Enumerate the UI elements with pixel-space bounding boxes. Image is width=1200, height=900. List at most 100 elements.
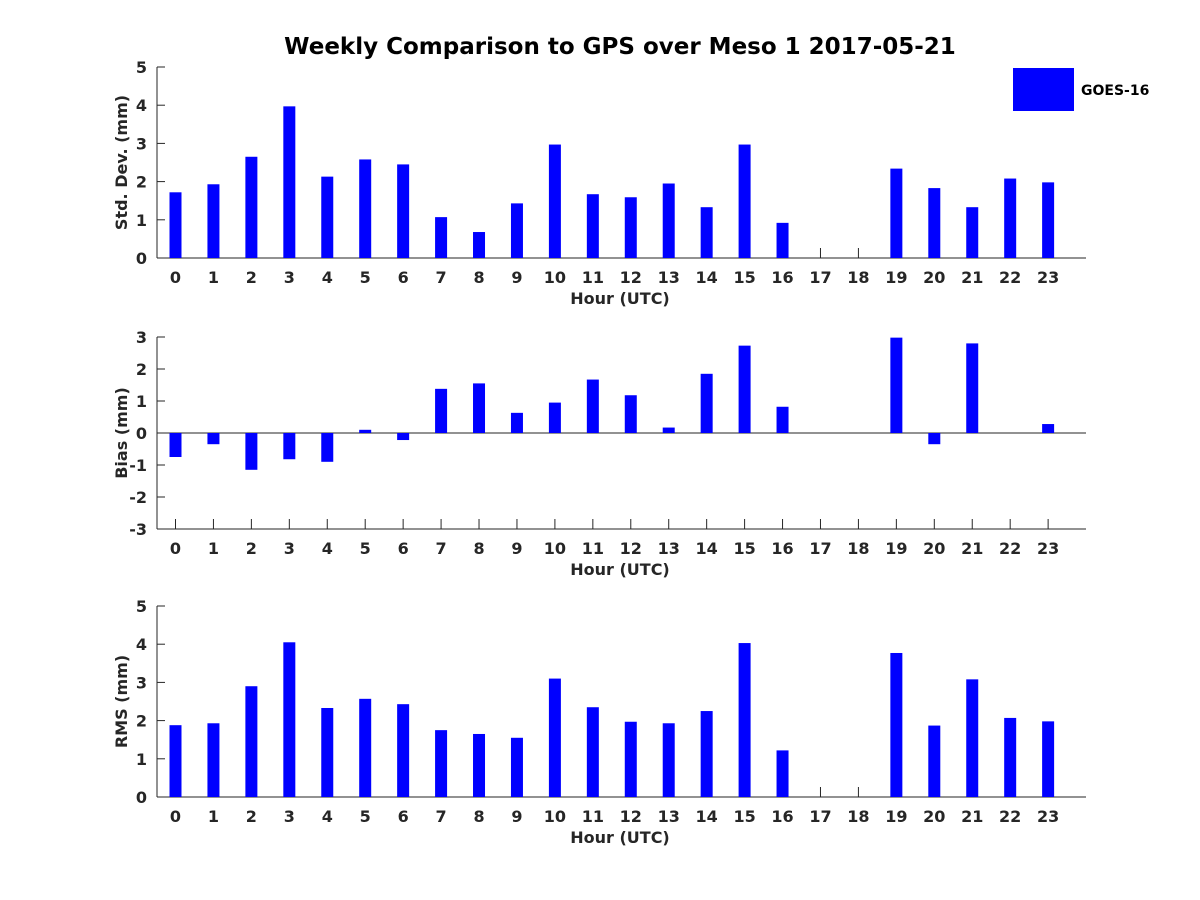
x-tick-label: 21	[961, 807, 983, 826]
bar-hour-14	[700, 207, 713, 258]
bar-hour-7	[435, 217, 448, 258]
bar-hour-1	[207, 723, 220, 797]
x-tick-label: 6	[398, 807, 409, 826]
bar-hour-15	[738, 643, 751, 797]
x-tick-label: 14	[696, 539, 718, 558]
bar-hour-23	[1042, 182, 1055, 258]
x-tick-label: 14	[696, 268, 718, 287]
y-tick-label: 2	[136, 173, 147, 192]
x-axis-label: Hour (UTC)	[570, 828, 670, 847]
bar-hour-7	[435, 730, 448, 797]
x-tick-label: 5	[360, 268, 371, 287]
y-axis-label: Std. Dev. (mm)	[112, 95, 131, 230]
bar-hour-4	[321, 433, 334, 462]
y-tick-label: 0	[136, 424, 147, 443]
x-tick-label: 11	[582, 539, 604, 558]
legend-label: GOES-16	[1081, 83, 1149, 99]
x-tick-label: 14	[696, 807, 718, 826]
y-tick-label: -3	[129, 520, 147, 539]
bar-hour-23	[1042, 424, 1055, 433]
x-tick-label: 1	[208, 807, 219, 826]
bar-hour-20	[928, 188, 941, 258]
y-tick-label: 4	[136, 635, 147, 654]
x-tick-label: 8	[473, 539, 484, 558]
x-tick-label: 20	[923, 539, 945, 558]
bar-hour-3	[283, 433, 296, 460]
bar-hour-6	[397, 433, 410, 441]
x-tick-label: 10	[544, 539, 566, 558]
bar-hour-14	[700, 373, 713, 433]
x-tick-label: 7	[436, 268, 447, 287]
bar-hour-9	[510, 412, 523, 433]
x-tick-label: 19	[885, 807, 907, 826]
bar-hour-0	[169, 192, 182, 258]
y-axis-label: Bias (mm)	[112, 387, 131, 479]
bar-hour-9	[510, 737, 523, 797]
y-tick-label: 5	[136, 597, 147, 616]
bar-hour-10	[548, 402, 561, 433]
y-tick-label: 2	[136, 360, 147, 379]
x-tick-label: 18	[847, 807, 869, 826]
x-tick-label: 15	[733, 807, 755, 826]
x-tick-label: 9	[511, 268, 522, 287]
x-tick-label: 16	[771, 268, 793, 287]
bar-hour-19	[890, 652, 903, 797]
x-tick-label: 4	[322, 268, 333, 287]
bar-hour-2	[245, 433, 258, 470]
bar-hour-13	[662, 183, 675, 258]
bar-hour-8	[473, 733, 486, 797]
bar-hour-20	[928, 725, 941, 797]
x-tick-label: 15	[733, 268, 755, 287]
x-tick-label: 11	[582, 807, 604, 826]
y-tick-label: 5	[136, 58, 147, 77]
x-tick-label: 18	[847, 268, 869, 287]
bar-hour-4	[321, 176, 334, 258]
bar-hour-16	[776, 222, 789, 258]
x-tick-label: 2	[246, 807, 257, 826]
x-tick-label: 11	[582, 268, 604, 287]
bar-hour-11	[586, 194, 599, 258]
x-tick-label: 7	[436, 539, 447, 558]
bar-hour-1	[207, 433, 220, 445]
bar-hour-4	[321, 707, 334, 797]
bar-hour-5	[359, 159, 372, 258]
x-tick-label: 2	[246, 539, 257, 558]
y-tick-label: 2	[136, 712, 147, 731]
bar-hour-2	[245, 686, 258, 797]
y-tick-label: 3	[136, 134, 147, 153]
bar-hour-5	[359, 429, 372, 433]
bar-hour-3	[283, 106, 296, 258]
x-tick-label: 0	[170, 268, 181, 287]
x-tick-label: 20	[923, 268, 945, 287]
x-tick-label: 3	[284, 539, 295, 558]
bar-hour-15	[738, 345, 751, 433]
x-tick-label: 0	[170, 539, 181, 558]
y-tick-label: 0	[136, 788, 147, 807]
bar-hour-0	[169, 725, 182, 797]
bar-hour-1	[207, 184, 220, 258]
bar-hour-12	[624, 721, 637, 797]
x-tick-label: 5	[360, 539, 371, 558]
bar-hour-21	[966, 207, 979, 258]
y-tick-label: 3	[136, 673, 147, 692]
x-tick-label: 2	[246, 268, 257, 287]
x-tick-label: 3	[284, 268, 295, 287]
bar-hour-22	[1004, 717, 1017, 797]
bar-hour-6	[397, 704, 410, 797]
bar-hour-12	[624, 395, 637, 433]
bar-hour-16	[776, 750, 789, 797]
legend: GOES-16	[1013, 68, 1149, 111]
bar-hour-20	[928, 433, 941, 445]
legend-swatch	[1013, 68, 1074, 111]
bar-hour-13	[662, 427, 675, 433]
y-tick-label: 0	[136, 249, 147, 268]
bar-hour-13	[662, 723, 675, 797]
bar-hour-11	[586, 379, 599, 433]
x-tick-label: 18	[847, 539, 869, 558]
bar-hour-10	[548, 144, 561, 258]
x-tick-label: 22	[999, 539, 1021, 558]
x-tick-label: 12	[620, 268, 642, 287]
